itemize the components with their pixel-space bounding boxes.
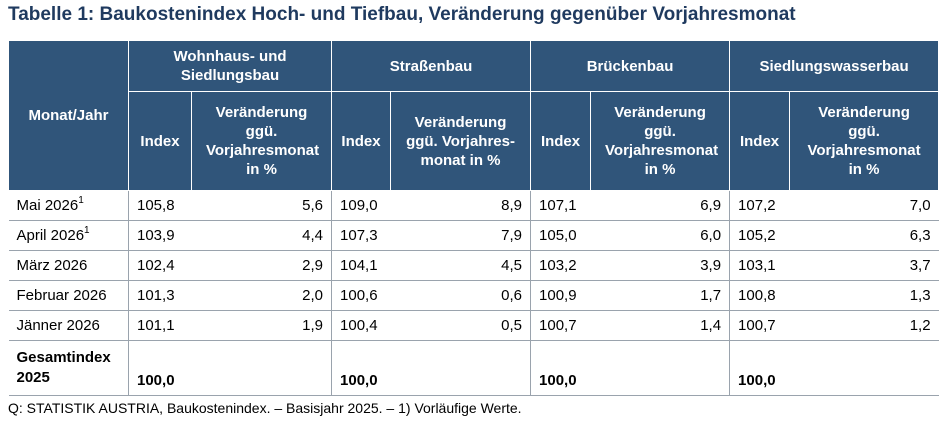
cell-total-index: 100,0 (729, 340, 790, 396)
cell-change: 5,6 (191, 190, 332, 221)
cell-change: 4,4 (191, 220, 332, 251)
cell-index: 103,9 (128, 220, 192, 251)
total-label: Gesamtindex 2025 (8, 340, 129, 396)
table-row-total: Gesamtindex 2025 100,0 100,0 100,0 100,0 (8, 340, 939, 396)
cell-change: 2,9 (191, 250, 332, 281)
cell-month: Februar 2026 (8, 280, 129, 311)
cell-index: 100,9 (530, 280, 591, 311)
cell-index: 100,6 (331, 280, 391, 311)
cell-change: 1,9 (191, 310, 332, 341)
cell-month: April 20261 (8, 220, 129, 251)
cell-change: 6,0 (590, 220, 730, 251)
cell-month: Mai 20261 (8, 190, 129, 221)
table-row: April 20261 103,9 4,4 107,3 7,9 105,0 6,0 105,2… (8, 220, 939, 251)
month-label: Jänner 2026 (16, 317, 100, 334)
header-index: Index (729, 91, 791, 191)
cell-total-empty (789, 340, 939, 396)
header-change: Veränderung ggü. Vorjahres-monat in % (390, 91, 532, 191)
cell-change: 3,7 (789, 250, 939, 281)
cell-change: 8,9 (390, 190, 531, 221)
data-table: Monat/Jahr Wohnhaus- und Siedlungsbau St… (8, 40, 940, 396)
cell-index: 105,8 (128, 190, 192, 221)
header-index: Index (331, 91, 392, 191)
table-row: März 2026 102,4 2,9 104,1 4,5 103,2 3,9 103,1 3,… (8, 250, 939, 281)
header-group-siedlungswasserbau: Siedlungswasserbau (729, 40, 940, 92)
month-label: April 2026 (16, 227, 85, 244)
cell-index: 100,7 (530, 310, 591, 341)
cell-index: 102,4 (128, 250, 192, 281)
cell-change: 0,6 (390, 280, 531, 311)
table-row: Februar 2026 101,3 2,0 100,6 0,6 100,9 1,7 100,… (8, 280, 939, 311)
header-change: Veränderung ggü. Vorjahresmonat in % (590, 91, 731, 191)
cell-change: 2,0 (191, 280, 332, 311)
header-change: Veränderung ggü. Vorjahresmonat in % (190, 91, 333, 191)
month-label: Februar 2026 (16, 287, 107, 304)
header-index: Index (128, 91, 192, 191)
cell-index: 101,3 (128, 280, 192, 311)
cell-index: 104,1 (331, 250, 391, 281)
month-label: Mai 2026 (16, 197, 79, 214)
cell-index: 100,4 (331, 310, 391, 341)
header-index: Index (530, 91, 592, 191)
table-row: Mai 20261 105,8 5,6 109,0 8,9 107,1 6,9 107,2 7,… (8, 190, 939, 221)
cell-index: 103,2 (530, 250, 591, 281)
cell-index: 100,7 (729, 310, 790, 341)
cell-change: 1,4 (590, 310, 730, 341)
cell-change: 6,3 (789, 220, 939, 251)
cell-change: 7,9 (390, 220, 531, 251)
cell-change: 1,2 (789, 310, 939, 341)
cell-total-empty (590, 340, 730, 396)
cell-total-index: 100,0 (128, 340, 192, 396)
cell-total-index: 100,0 (530, 340, 591, 396)
footnote-marker: 1 (84, 225, 90, 236)
table-row: Jänner 2026 101,1 1,9 100,4 0,5 100,7 1,4 100,7… (8, 310, 939, 341)
cell-total-empty (390, 340, 531, 396)
cell-index: 107,2 (729, 190, 790, 221)
header-group-wohnhaus: Wohnhaus- und Siedlungsbau (127, 40, 333, 92)
cell-change: 0,5 (390, 310, 531, 341)
cell-change: 4,5 (390, 250, 531, 281)
cell-index: 101,1 (128, 310, 192, 341)
cell-total-empty (191, 340, 332, 396)
cell-change: 7,0 (789, 190, 939, 221)
cell-change: 1,3 (789, 280, 939, 311)
cell-month: Jänner 2026 (8, 310, 129, 341)
cell-index: 100,8 (729, 280, 790, 311)
footnote-marker: 1 (78, 195, 84, 206)
header-group-strassenbau: Straßenbau (331, 40, 532, 92)
header-change: Veränderung ggü. Vorjahresmonat in % (789, 91, 940, 191)
header-group-brueckenbau: Brückenbau (530, 40, 731, 92)
month-label: März 2026 (16, 257, 88, 274)
cell-index: 105,0 (530, 220, 591, 251)
cell-index: 109,0 (331, 190, 391, 221)
cell-index: 107,3 (331, 220, 391, 251)
cell-total-index: 100,0 (331, 340, 391, 396)
cell-change: 1,7 (590, 280, 730, 311)
cell-index: 105,2 (729, 220, 790, 251)
cell-change: 3,9 (590, 250, 730, 281)
source-note: Q: STATISTIK AUSTRIA, Baukostenindex. – … (8, 400, 522, 416)
header-month: Monat/Jahr (8, 40, 129, 191)
cell-index: 103,1 (729, 250, 790, 281)
cell-month: März 2026 (8, 250, 129, 281)
cell-change: 6,9 (590, 190, 730, 221)
table-title: Tabelle 1: Baukostenindex Hoch- und Tief… (8, 4, 796, 25)
cell-index: 107,1 (530, 190, 591, 221)
